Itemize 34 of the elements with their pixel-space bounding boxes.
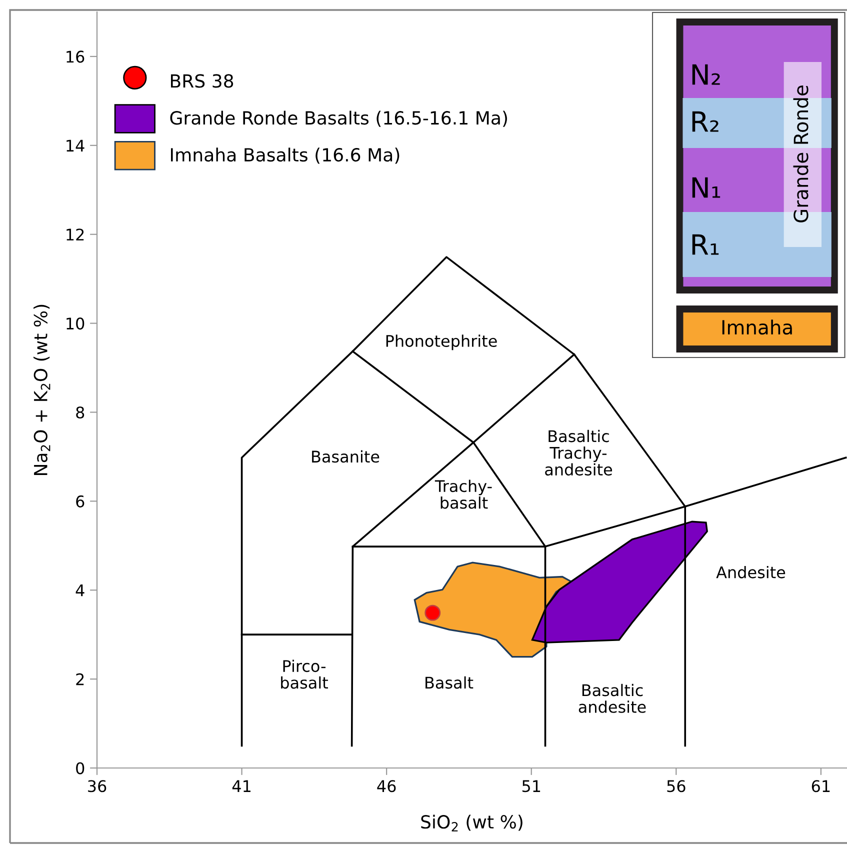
x-tick-label: 51 <box>522 780 540 792</box>
y-tick-label: 2 <box>76 673 84 686</box>
annotation: Grande Ronde <box>793 86 808 222</box>
y-tick-label: 14 <box>66 140 84 152</box>
annotation: Basalt <box>426 676 474 689</box>
y-tick-label: 16 <box>66 50 84 63</box>
legend-label: BRS 38 <box>170 74 234 88</box>
annotation: R₁ <box>692 234 719 255</box>
annotation: Andesite <box>716 566 786 578</box>
y-tick-label: 12 <box>66 228 84 240</box>
y-tick-label: 4 <box>76 584 84 596</box>
y-tick-label: 8 <box>76 406 84 419</box>
annotation: Basanite <box>312 450 380 463</box>
x-tick-label: 36 <box>88 780 106 792</box>
annotation: Phonotephrite <box>386 334 497 350</box>
legend-label: Imnaha Basalts (16.6 Ma) <box>170 148 400 164</box>
annotation: N₁ <box>692 177 720 198</box>
y-tick-label: 0 <box>76 762 84 774</box>
y-tick-label: 10 <box>66 318 84 330</box>
x-tick-label: 41 <box>232 780 250 792</box>
annotation: R₂ <box>692 111 718 132</box>
x-tick-label: 56 <box>667 780 686 792</box>
legend-label: Grande Ronde Basalts (16.5-16.1 Ma) <box>170 110 507 127</box>
annotation: Basaltic Trachy- andesite <box>545 430 612 476</box>
annotation: Pirco- basalt <box>281 660 328 689</box>
annotation: Trachy- basalt <box>434 480 492 509</box>
x-tick-label: 61 <box>812 780 830 792</box>
x-axis-title: SiO$_{2}$ (wt %) <box>421 814 522 832</box>
annotation: Imnaha <box>722 320 792 335</box>
annotation: N₂ <box>692 64 720 85</box>
x-tick-label: 46 <box>377 780 396 792</box>
y-axis-title: Na$_{2}$O + K$_{2}$O (wt %) <box>34 304 50 475</box>
y-tick-label: 6 <box>76 495 84 508</box>
annotation: Basaltic andesite <box>578 684 646 713</box>
